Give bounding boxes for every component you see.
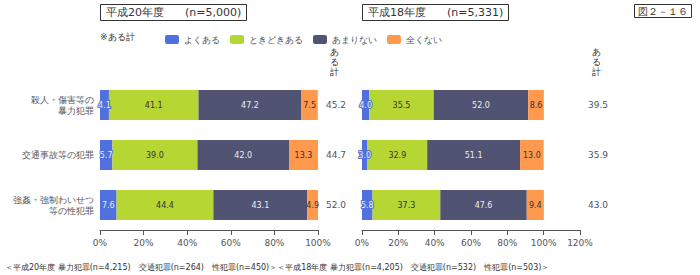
svg-text:4.0: 4.0 xyxy=(359,101,372,110)
svg-text:あ: あ xyxy=(330,47,339,57)
svg-text:平成20年度 (n=5,000): 平成20年度 (n=5,000) xyxy=(106,6,241,19)
svg-text:等の性犯罪: 等の性犯罪 xyxy=(49,206,94,216)
svg-text:0%: 0% xyxy=(93,238,108,248)
svg-text:100%: 100% xyxy=(531,238,557,248)
svg-text:52.0: 52.0 xyxy=(326,200,346,210)
svg-text:5.8: 5.8 xyxy=(361,201,374,210)
svg-text:60%: 60% xyxy=(461,238,481,248)
svg-text:強姦・強制わいせつ: 強姦・強制わいせつ xyxy=(13,195,94,205)
svg-text:32.9: 32.9 xyxy=(388,151,406,160)
svg-text:45.2: 45.2 xyxy=(326,100,346,110)
svg-text:あ: あ xyxy=(592,47,601,57)
svg-text:52.0: 52.0 xyxy=(472,101,490,110)
svg-text:41.1: 41.1 xyxy=(145,101,163,110)
svg-text:80%: 80% xyxy=(497,238,517,248)
svg-text:100%: 100% xyxy=(305,238,331,248)
svg-text:37.3: 37.3 xyxy=(398,201,416,210)
svg-text:＜平成20年度 暴力犯罪(n=4,215) 交通犯罪(n=2: ＜平成20年度 暴力犯罪(n=4,215) 交通犯罪(n=264) 性犯罪(n=… xyxy=(5,263,549,272)
svg-text:120%: 120% xyxy=(567,238,593,248)
svg-text:51.1: 51.1 xyxy=(465,151,483,160)
svg-text:42.0: 42.0 xyxy=(234,151,252,160)
svg-text:平成18年度 (n=5,331): 平成18年度 (n=5,331) xyxy=(368,6,503,19)
svg-text:5.7: 5.7 xyxy=(100,151,113,160)
svg-text:7.6: 7.6 xyxy=(102,201,115,210)
svg-text:る: る xyxy=(330,57,339,67)
svg-text:35.9: 35.9 xyxy=(588,150,608,160)
svg-text:よくある: よくある xyxy=(184,35,220,45)
svg-text:暴力犯罪: 暴力犯罪 xyxy=(58,106,94,116)
svg-text:39.0: 39.0 xyxy=(146,151,164,160)
svg-text:40%: 40% xyxy=(177,238,197,248)
svg-text:35.5: 35.5 xyxy=(393,101,411,110)
svg-text:3.0: 3.0 xyxy=(358,151,371,160)
svg-text:図２－１６: 図２－１６ xyxy=(638,6,688,17)
svg-text:る: る xyxy=(592,57,601,67)
svg-text:0%: 0% xyxy=(355,238,370,248)
svg-text:43.0: 43.0 xyxy=(588,200,608,210)
svg-text:4.9: 4.9 xyxy=(306,201,319,210)
svg-text:殺人・傷害等の: 殺人・傷害等の xyxy=(31,95,94,105)
svg-text:あまりない: あまりない xyxy=(332,35,377,45)
svg-text:44.4: 44.4 xyxy=(156,201,174,210)
svg-text:47.6: 47.6 xyxy=(475,201,493,210)
svg-text:39.5: 39.5 xyxy=(588,100,608,110)
svg-text:20%: 20% xyxy=(134,238,154,248)
svg-text:計: 計 xyxy=(330,67,339,77)
svg-text:80%: 80% xyxy=(264,238,284,248)
svg-text:全くない: 全くない xyxy=(406,35,442,45)
svg-text:計: 計 xyxy=(592,67,601,77)
svg-text:60%: 60% xyxy=(221,238,241,248)
svg-text:8.6: 8.6 xyxy=(530,101,543,110)
svg-text:※ある計: ※ある計 xyxy=(100,32,135,42)
svg-text:7.5: 7.5 xyxy=(303,101,316,110)
svg-text:4.1: 4.1 xyxy=(98,101,111,110)
svg-text:44.7: 44.7 xyxy=(326,150,346,160)
svg-text:交通事故等の犯罪: 交通事故等の犯罪 xyxy=(22,150,94,160)
svg-text:40%: 40% xyxy=(425,238,445,248)
svg-text:20%: 20% xyxy=(388,238,408,248)
svg-text:47.2: 47.2 xyxy=(241,101,259,110)
svg-text:ときどきある: ときどきある xyxy=(249,35,303,45)
svg-text:9.4: 9.4 xyxy=(529,201,542,210)
svg-text:13.0: 13.0 xyxy=(523,151,541,160)
svg-text:13.3: 13.3 xyxy=(295,151,313,160)
svg-text:43.1: 43.1 xyxy=(251,201,269,210)
